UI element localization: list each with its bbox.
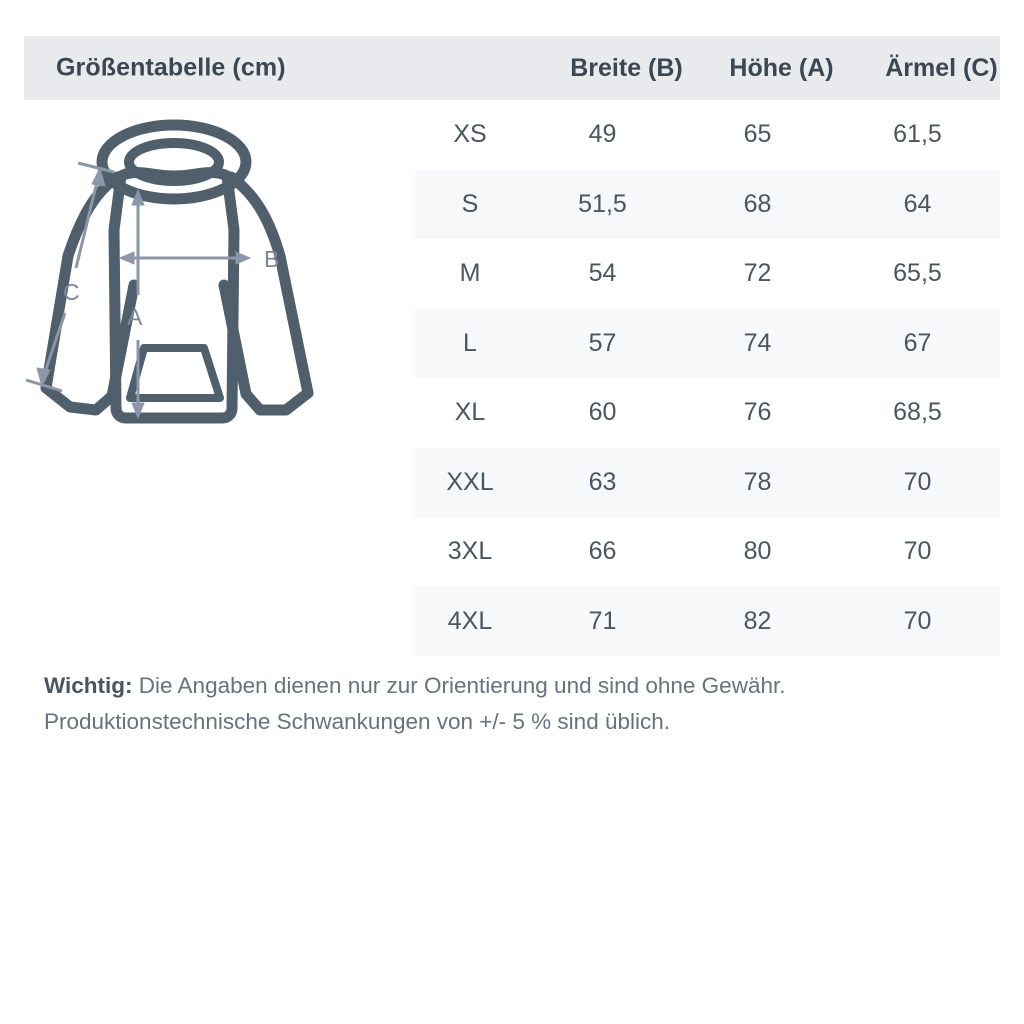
cell-width: 51,5 [578, 189, 627, 218]
cell-height: 65 [743, 120, 772, 149]
cell-size: XXL [446, 467, 494, 496]
dimension-b: B [118, 246, 279, 272]
cell-height: 68 [743, 189, 772, 218]
cell-size: 3XL [447, 537, 493, 566]
table-row: XS 49 65 61,5 [415, 100, 1000, 170]
dimension-a: A [127, 188, 145, 420]
cell-width: 54 [588, 259, 617, 288]
column-header-sleeve: Ärmel (C) [885, 53, 998, 82]
cell-sleeve: 64 [903, 189, 932, 218]
arrow-head-left [118, 251, 135, 265]
cell-size: XS [453, 120, 487, 149]
table-row: S 51,5 68 64 [415, 169, 1000, 239]
cell-sleeve: 67 [903, 328, 932, 357]
disclaimer-line-2: Produktionstechnische Schwankungen von +… [44, 709, 671, 734]
cell-size: 4XL [447, 606, 493, 635]
table-row: 3XL 66 80 70 [415, 517, 1000, 587]
cell-sleeve: 65,5 [893, 259, 942, 288]
hoodie-diagram: B A [24, 110, 414, 460]
cell-width: 66 [588, 537, 617, 566]
hoodie-garment-icon [40, 119, 314, 424]
disclaimer-label: Wichtig: [44, 673, 133, 698]
cell-height: 78 [743, 467, 772, 496]
table-row: M 54 72 65,5 [415, 239, 1000, 309]
cell-width: 60 [588, 398, 617, 427]
dimension-label-b: B [264, 246, 279, 272]
cell-width: 49 [588, 120, 617, 149]
cell-sleeve: 70 [903, 467, 932, 496]
cell-height: 82 [743, 606, 772, 635]
arrow-head-down [36, 367, 51, 388]
table-row: XXL 63 78 70 [415, 447, 1000, 517]
dimension-markers: B A [25, 161, 279, 420]
cell-size: S [461, 189, 479, 218]
cell-sleeve: 68,5 [893, 398, 942, 427]
table-row: XL 60 76 68,5 [415, 378, 1000, 448]
disclaimer-text-1: Die Angaben dienen nur zur Orientierung … [132, 673, 786, 698]
dimension-c: C [25, 161, 115, 393]
arrow-head-down [131, 402, 145, 420]
cell-width: 63 [588, 467, 617, 496]
cell-sleeve: 70 [903, 537, 932, 566]
dimension-label-c: C [63, 279, 80, 305]
disclaimer-note: Wichtig: Die Angaben dienen nur zur Orie… [44, 668, 984, 740]
cell-size: XL [454, 398, 486, 427]
page-title: Größentabelle (cm) [56, 53, 286, 82]
table-header: Größentabelle (cm) Breite (B) Höhe (A) Ä… [24, 36, 1000, 100]
column-header-height: Höhe (A) [729, 53, 834, 82]
cell-height: 76 [743, 398, 772, 427]
cell-size: M [459, 259, 481, 288]
table-row: 4XL 71 82 70 [415, 586, 1000, 656]
cell-sleeve: 61,5 [893, 120, 942, 149]
column-header-width: Breite (B) [570, 53, 683, 82]
arrow-head-up [91, 166, 106, 187]
arrow-head-up [131, 188, 145, 206]
cell-width: 71 [588, 606, 617, 635]
cell-height: 74 [743, 328, 772, 357]
disclaimer-line-1: Wichtig: Die Angaben dienen nur zur Orie… [44, 668, 984, 704]
cell-height: 80 [743, 537, 772, 566]
column-headers: Breite (B) Höhe (A) Ärmel (C) [439, 36, 1024, 100]
cell-sleeve: 70 [903, 606, 932, 635]
table-row: L 57 74 67 [415, 308, 1000, 378]
cell-size: L [463, 328, 477, 357]
dimension-label-a: A [127, 304, 143, 330]
arrow-head-right [235, 251, 252, 265]
size-table-body: XS 49 65 61,5 S 51,5 68 64 M 54 72 65,5 L 57 74 67 XL 60 7… [415, 100, 1000, 656]
cell-height: 72 [743, 259, 772, 288]
cell-width: 57 [588, 328, 617, 357]
